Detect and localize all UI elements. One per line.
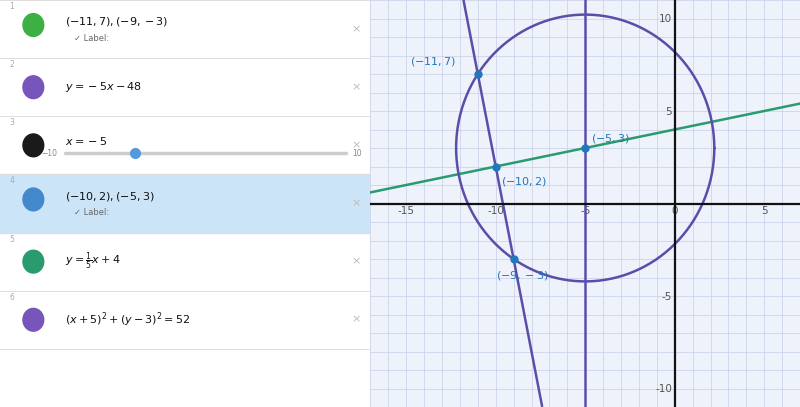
- Text: $(-9, -3)$: $(-9, -3)$: [496, 269, 548, 282]
- Text: 1: 1: [10, 2, 14, 11]
- Text: 6: 6: [10, 293, 14, 302]
- Text: 3: 3: [10, 118, 14, 127]
- Text: ×: ×: [352, 82, 361, 92]
- Circle shape: [23, 134, 44, 157]
- Text: $(-11,7),(-9,-3)$: $(-11,7),(-9,-3)$: [65, 15, 168, 28]
- Circle shape: [23, 13, 44, 36]
- Text: ×: ×: [352, 140, 361, 150]
- Circle shape: [23, 250, 44, 273]
- Circle shape: [23, 188, 44, 211]
- Text: 4: 4: [10, 177, 14, 186]
- Circle shape: [23, 76, 44, 98]
- Text: $(-5, 3)$: $(-5, 3)$: [590, 132, 630, 145]
- Text: $y=\frac{1}{5}x+4$: $y=\frac{1}{5}x+4$: [65, 251, 120, 272]
- Text: $x=-5$: $x=-5$: [65, 135, 107, 147]
- Text: 2: 2: [10, 60, 14, 69]
- Text: ✓ Label:: ✓ Label:: [74, 33, 110, 42]
- Text: $(-10, 2)$: $(-10, 2)$: [501, 175, 547, 188]
- Text: ×: ×: [352, 257, 361, 267]
- Text: 10: 10: [352, 149, 362, 158]
- Text: ✓ Label:: ✓ Label:: [74, 208, 110, 217]
- Bar: [0, 175, 370, 232]
- Text: −10: −10: [42, 149, 58, 158]
- Text: $y=-5x-48$: $y=-5x-48$: [65, 80, 142, 94]
- Text: ×: ×: [352, 24, 361, 34]
- Text: ×: ×: [352, 315, 361, 325]
- Text: ×: ×: [352, 199, 361, 208]
- Circle shape: [23, 309, 44, 331]
- Text: $(-10,2),(-5,3)$: $(-10,2),(-5,3)$: [65, 190, 154, 203]
- Text: 5: 5: [10, 234, 14, 244]
- Text: $(x+5)^2+(y-3)^2=52$: $(x+5)^2+(y-3)^2=52$: [65, 311, 190, 329]
- Text: $(-11, 7)$: $(-11, 7)$: [410, 55, 456, 68]
